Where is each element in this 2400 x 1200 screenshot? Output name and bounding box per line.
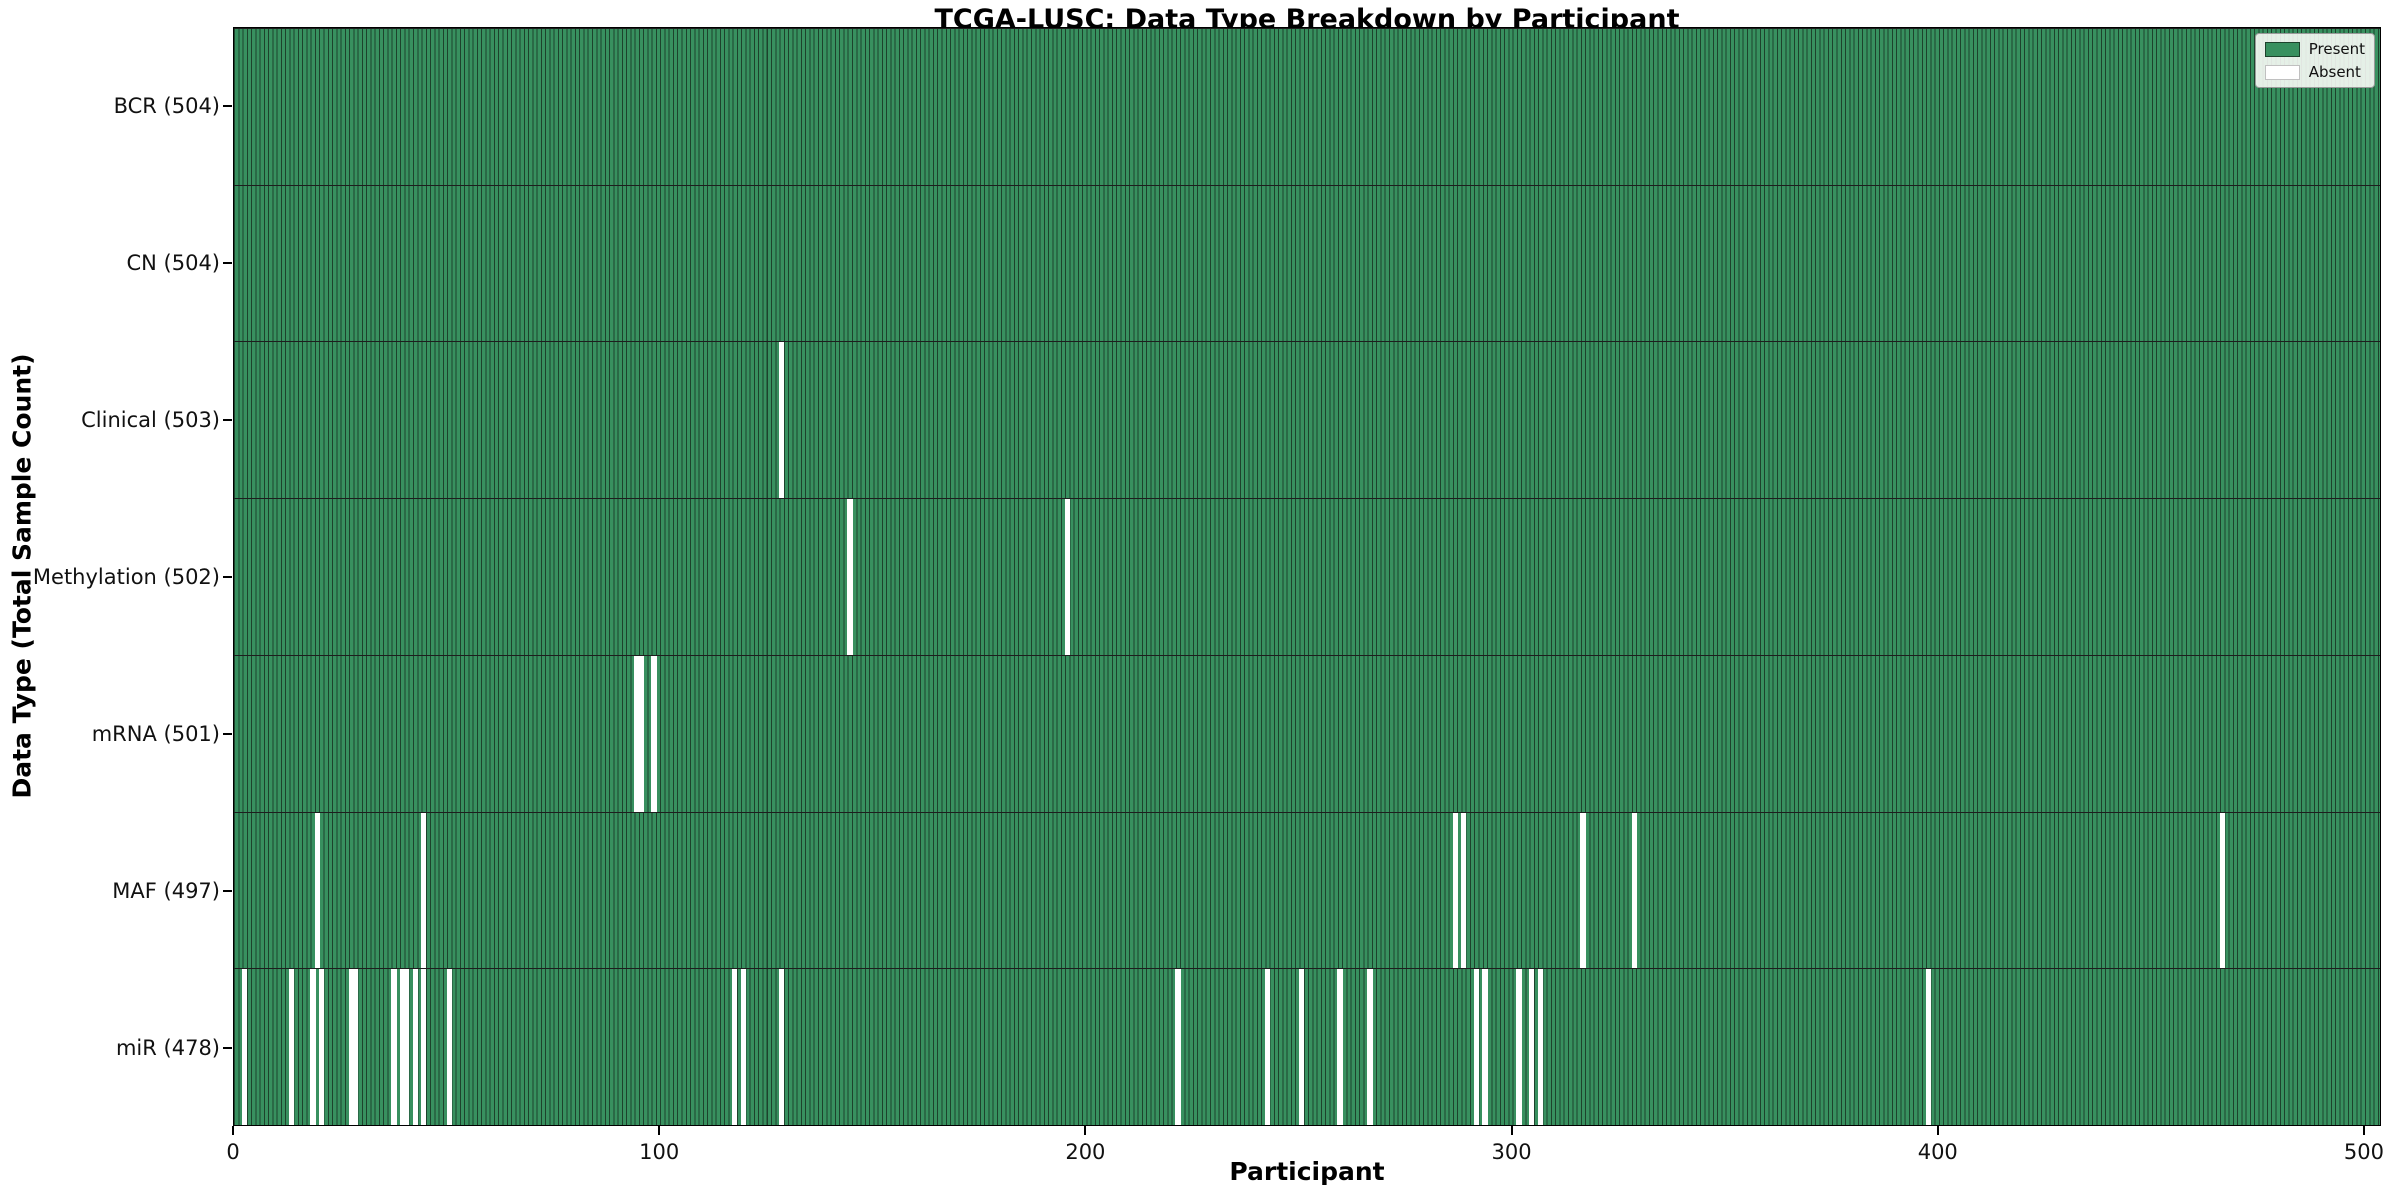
legend-label-absent: Absent [2308,63,2361,81]
absent-gap [1925,969,1931,1126]
legend-item-present: Present [2264,40,2365,58]
x-axis-label: Participant [1229,1157,1385,1186]
absent-gap [1367,969,1373,1126]
legend-label-present: Present [2308,40,2365,58]
absent-gap [1529,969,1535,1126]
absent-gap [1473,969,1480,1126]
x-tick-label: 0 [226,1140,240,1164]
heatmap-row-mir [234,968,2380,1126]
absent-gap [310,969,316,1126]
absent-gap [318,969,325,1126]
x-tick-label: 400 [1917,1140,1958,1164]
heatmap-row-bcr [234,28,2380,185]
x-tick-label: 200 [1065,1140,1106,1164]
absent-gap [651,655,657,812]
y-tick-label: CN (504) [126,250,220,275]
x-tick-label: 300 [1491,1140,1532,1164]
present-swatch-icon [2264,41,2300,57]
absent-gap [404,969,410,1126]
absent-gap [348,969,354,1126]
y-tick-mark [223,889,232,892]
heatmap-row-maf [234,811,2380,969]
y-tick-mark [223,418,232,421]
absent-gap [1482,969,1488,1126]
legend-item-absent: Absent [2264,63,2365,81]
absent-gap [847,499,853,655]
x-tick-mark [658,1126,661,1135]
y-tick-label: Methylation (502) [32,564,220,589]
absent-gap [779,969,785,1126]
absent-gap [740,969,747,1126]
absent-gap [638,655,644,812]
y-tick-label: MAF (497) [112,878,220,903]
absent-gap [289,969,295,1126]
absent-gap [352,969,359,1126]
absent-gap [391,969,397,1126]
y-tick-label: Clinical (503) [81,407,220,432]
y-tick-mark [223,732,232,735]
y-tick-label: BCR (504) [113,93,220,118]
absent-gap [1631,812,1637,969]
absent-gap [1264,969,1271,1126]
x-tick-label: 500 [2343,1140,2384,1164]
absent-gap [779,342,785,499]
heatmap-row-clinical [234,341,2380,499]
y-tick-label: mRNA (501) [91,721,220,746]
y-tick-mark [223,575,232,578]
absent-gap [1064,499,1070,655]
absent-gap [1299,969,1305,1126]
y-tick-mark [223,261,232,264]
absent-gap [1580,812,1586,969]
absent-gap [446,969,452,1126]
absent-gap [412,969,418,1126]
absent-gap [732,969,738,1126]
absent-gap [399,969,406,1126]
absent-gap [1452,812,1458,969]
y-tick-label: miR (478) [115,1035,220,1060]
y-tick-mark [223,1046,232,1049]
absent-gap [1461,812,1467,969]
x-tick-mark [2362,1126,2365,1135]
x-tick-mark [1510,1126,1513,1135]
x-tick-mark [1936,1126,1939,1135]
absent-swatch-icon [2264,64,2300,80]
x-tick-mark [1084,1126,1087,1135]
x-tick-mark [232,1126,234,1135]
absent-gap [2219,812,2225,969]
absent-gap [634,655,640,812]
plot-area: Present Absent [233,27,2381,1126]
absent-gap [314,812,320,969]
heatmap-row-mrna [234,654,2380,812]
absent-gap [1537,969,1543,1126]
absent-gap [1516,969,1522,1126]
legend: Present Absent [2254,33,2375,88]
absent-gap [242,969,248,1126]
absent-gap [421,812,427,969]
x-tick-label: 100 [639,1140,680,1164]
heatmap-row-cn [234,184,2380,342]
y-tick-mark [223,104,232,107]
absent-gap [421,969,427,1126]
heatmap-row-methylation [234,498,2380,655]
absent-gap [1337,969,1343,1126]
absent-gap [1175,969,1181,1126]
